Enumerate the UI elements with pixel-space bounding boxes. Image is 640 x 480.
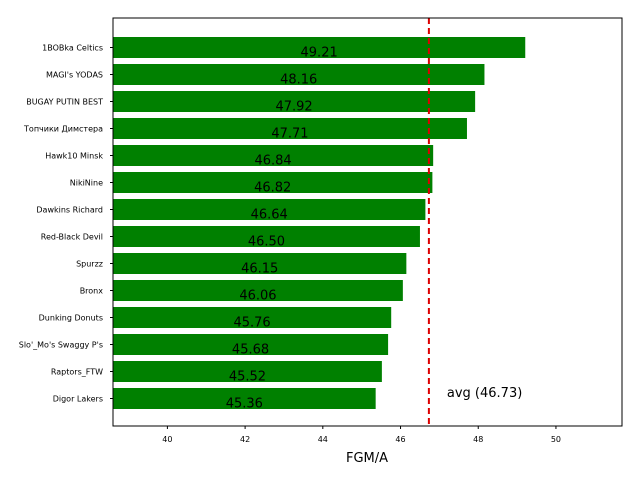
bar [113, 199, 426, 220]
y-tick-label: BUGAY PUTIN BEST [26, 98, 103, 107]
bar [113, 253, 407, 274]
x-tick-label: 40 [162, 435, 172, 444]
x-tick-label: 48 [473, 435, 483, 444]
x-axis-label: FGM/A [346, 451, 388, 466]
bar [113, 226, 420, 247]
plot-frame [112, 17, 623, 427]
y-tick-label: Red-Black Devil [41, 233, 103, 242]
bar-value-label: 49.21 [301, 46, 338, 61]
y-tick-label: NikiNine [70, 179, 103, 188]
y-tick-labels: 1BOBka Celtics MAGI's YODAS BUGAY PUTIN BE… [19, 44, 113, 404]
bar [113, 388, 376, 409]
bars-layer [113, 37, 526, 409]
bar-value-labels: 49.21 48.16 47.92 47.71 46.84 46.82 46.64 46.50… [226, 46, 338, 412]
bar [113, 37, 526, 58]
average-label: avg (46.73) [447, 386, 522, 401]
bar [113, 280, 403, 301]
y-tick-label: Dawkins Richard [36, 206, 103, 215]
bar-value-label: 45.52 [229, 370, 266, 385]
bar-value-label: 46.84 [254, 154, 291, 169]
x-tick-label: 44 [318, 435, 328, 444]
y-tick-label: Bronx [80, 287, 104, 296]
y-tick-label: Spurzz [76, 260, 103, 269]
y-tick-label: MAGI's YODAS [46, 71, 103, 80]
bar [113, 307, 392, 328]
x-tick-label: 46 [395, 435, 405, 444]
bar [113, 334, 389, 355]
bar-value-label: 45.36 [226, 397, 263, 412]
bar [113, 91, 476, 112]
bar-value-label: 48.16 [280, 73, 317, 88]
bar [113, 118, 467, 139]
bar [113, 361, 382, 382]
y-tick-label: Digor Lakers [53, 395, 103, 404]
bar-value-label: 45.68 [232, 343, 269, 358]
bar [113, 145, 434, 166]
y-tick-label: Dunking Donuts [39, 314, 103, 323]
bar-value-label: 46.06 [239, 289, 276, 304]
y-tick-label: Hawk10 Minsk [45, 152, 103, 161]
bar-value-label: 47.92 [275, 100, 312, 115]
bar-value-label: 46.15 [241, 262, 278, 277]
y-tick-label: 1BOBka Celtics [42, 44, 103, 53]
bar-value-label: 47.71 [271, 127, 308, 142]
y-tick-label: Raptors_FTW [51, 368, 103, 377]
bar-value-label: 46.64 [251, 208, 288, 223]
bar [113, 64, 485, 85]
bar-value-label: 45.76 [233, 316, 270, 331]
y-tick-label: Топчики Димстера [23, 125, 103, 134]
x-ticks: 40 42 44 46 48 50 [162, 426, 561, 444]
y-tick-label: Slo'_Mo's Swaggy P's [19, 341, 103, 350]
x-tick-label: 42 [240, 435, 250, 444]
bar-value-label: 46.82 [254, 181, 291, 196]
bar [113, 172, 433, 193]
x-tick-label: 50 [551, 435, 561, 444]
bar-value-label: 46.50 [248, 235, 285, 250]
